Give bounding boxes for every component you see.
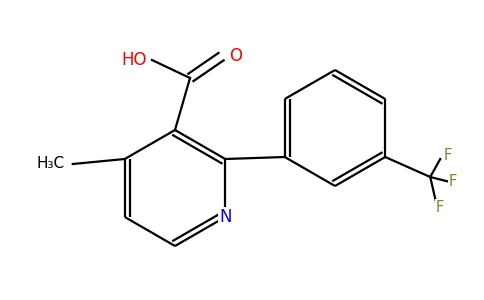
- Text: H₃C: H₃C: [37, 157, 65, 172]
- Text: F: F: [436, 200, 444, 214]
- Text: HO: HO: [121, 51, 147, 69]
- Text: N: N: [219, 208, 231, 226]
- Text: F: F: [449, 175, 457, 190]
- Text: O: O: [229, 47, 242, 65]
- Text: F: F: [444, 148, 453, 163]
